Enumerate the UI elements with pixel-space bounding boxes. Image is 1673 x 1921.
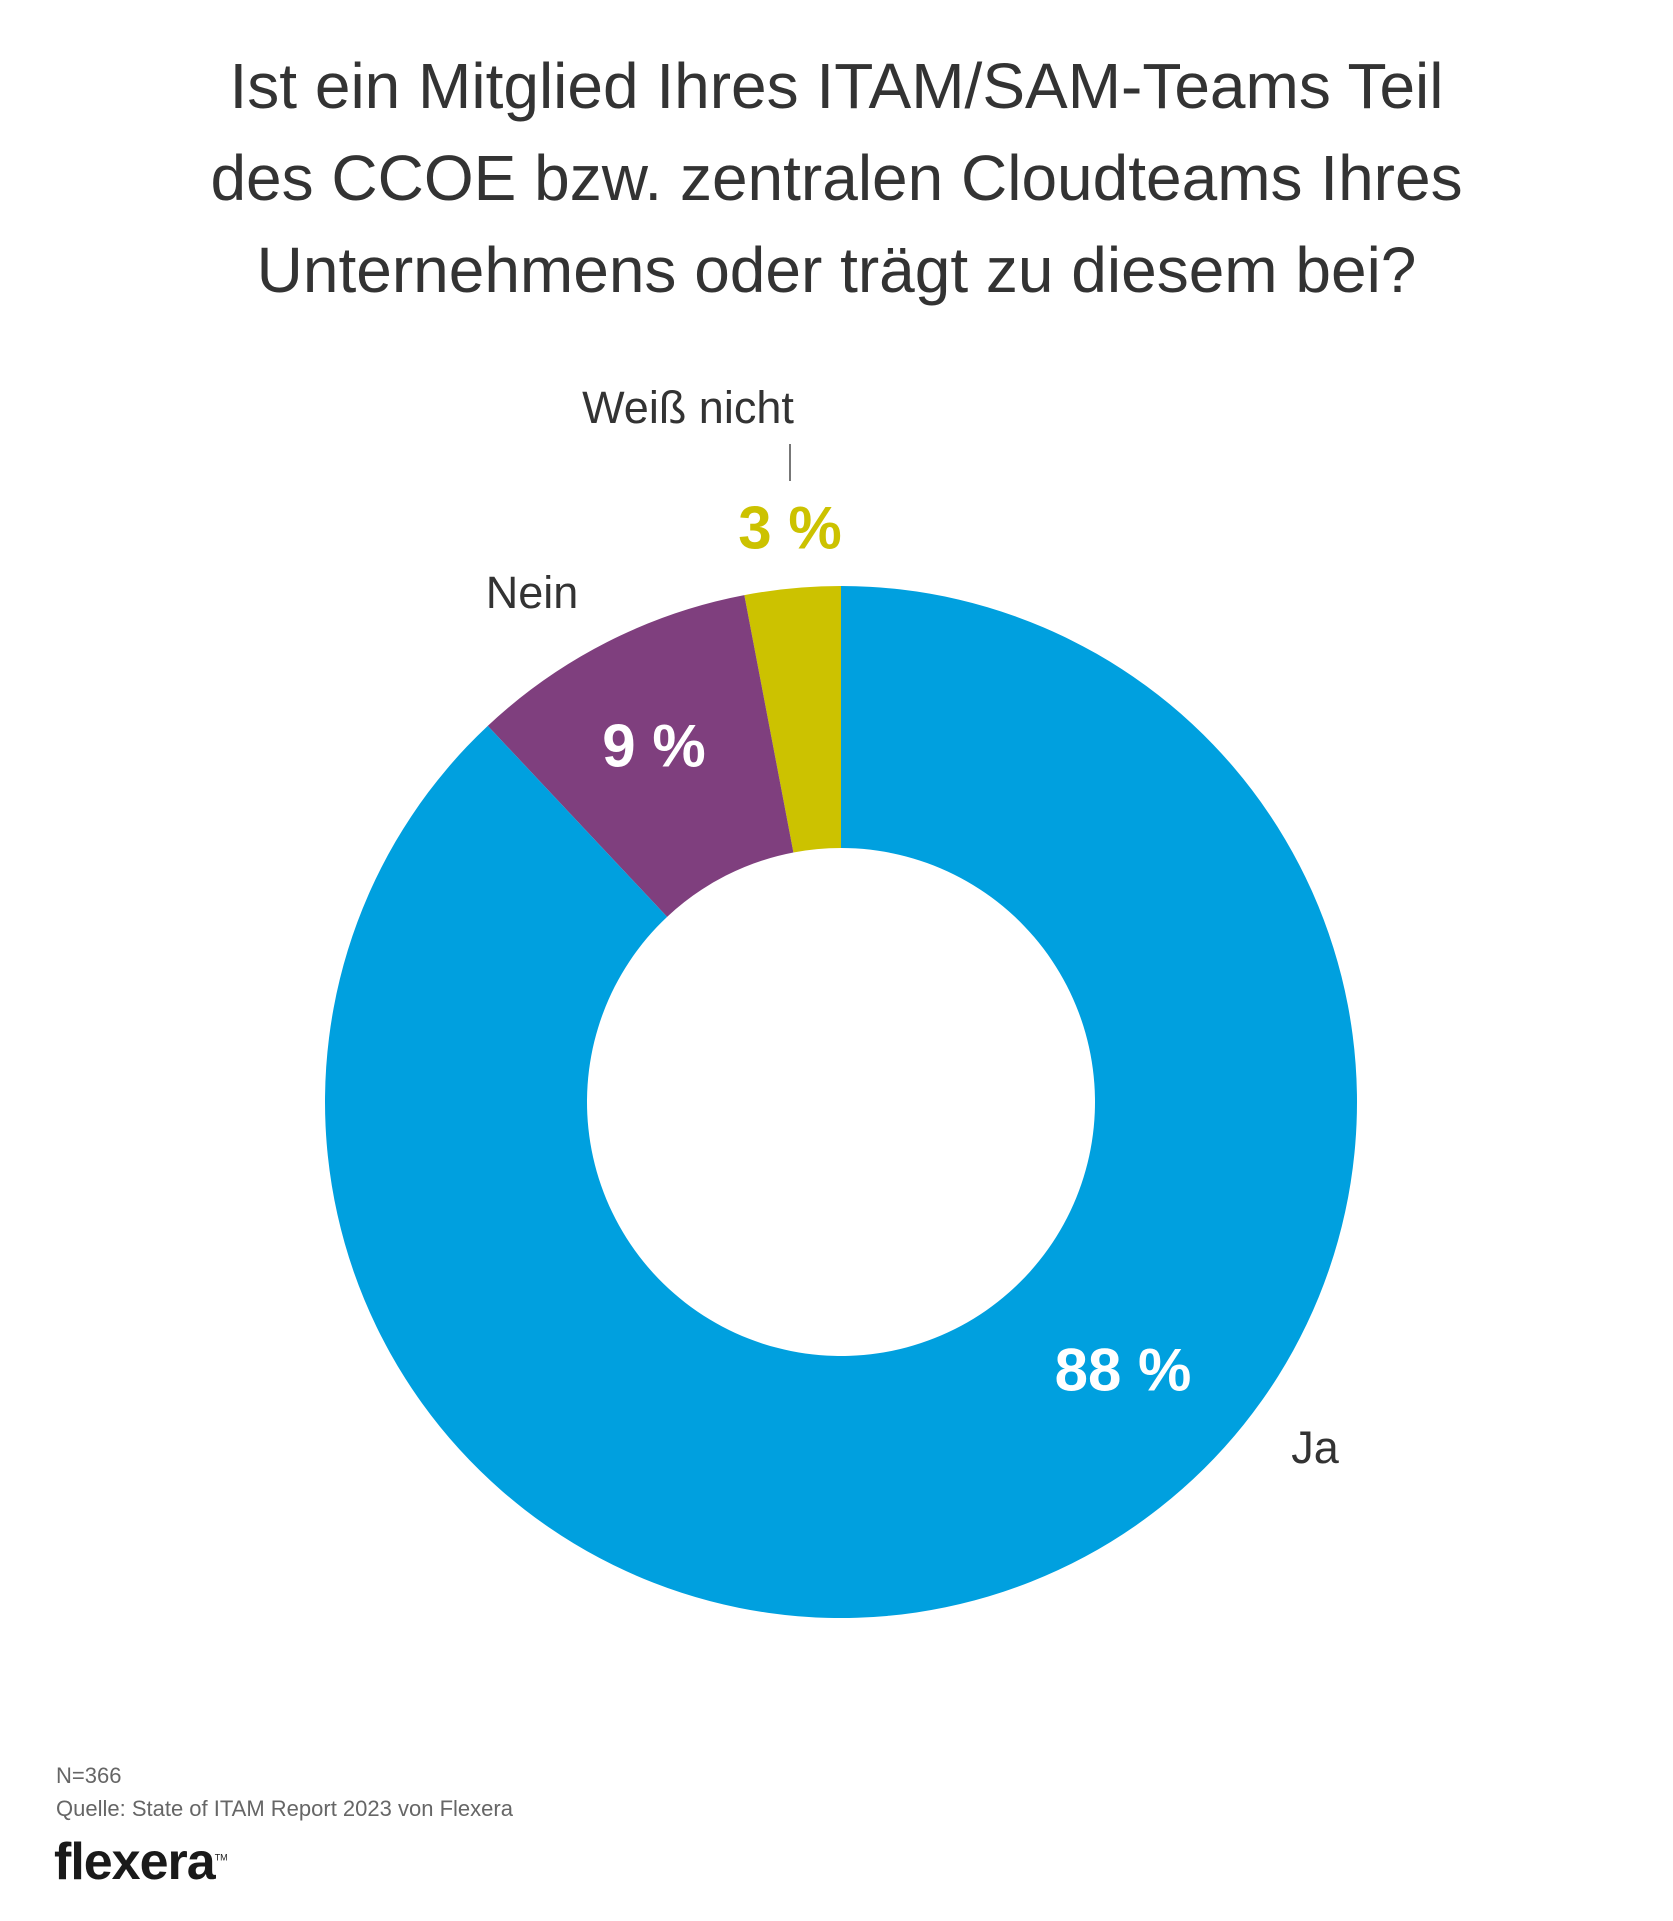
value-label-weiss-nicht: 3 %	[738, 494, 842, 562]
label-weiss-nicht: Weiß nicht	[582, 382, 794, 433]
sample-size: N=366	[56, 1763, 122, 1788]
slice-ja	[325, 586, 1358, 1618]
title-line: Unternehmens oder trägt zu diesem bei?	[256, 234, 1417, 306]
logo-tm: TM	[214, 1852, 228, 1863]
value-label-ja: 88 %	[1054, 1336, 1192, 1404]
title-line: Ist ein Mitglied Ihres ITAM/SAM-Teams Te…	[229, 50, 1444, 122]
value-label-nein: 9 %	[602, 712, 706, 780]
slice-wei-nicht	[744, 586, 841, 853]
source-note: Quelle: State of ITAM Report 2023 von Fl…	[56, 1796, 513, 1821]
slice-nein	[487, 595, 794, 917]
chart-title: Ist ein Mitglied Ihres ITAM/SAM-Teams Te…	[0, 40, 1673, 316]
logo-text: flexera	[54, 1833, 216, 1891]
label-ja: Ja	[1291, 1422, 1339, 1473]
flexera-logo: flexeraTM	[54, 1832, 228, 1892]
title-line: des CCOE bzw. zentralen Cloudteams Ihres	[210, 142, 1463, 214]
label-nein: Nein	[485, 567, 579, 618]
